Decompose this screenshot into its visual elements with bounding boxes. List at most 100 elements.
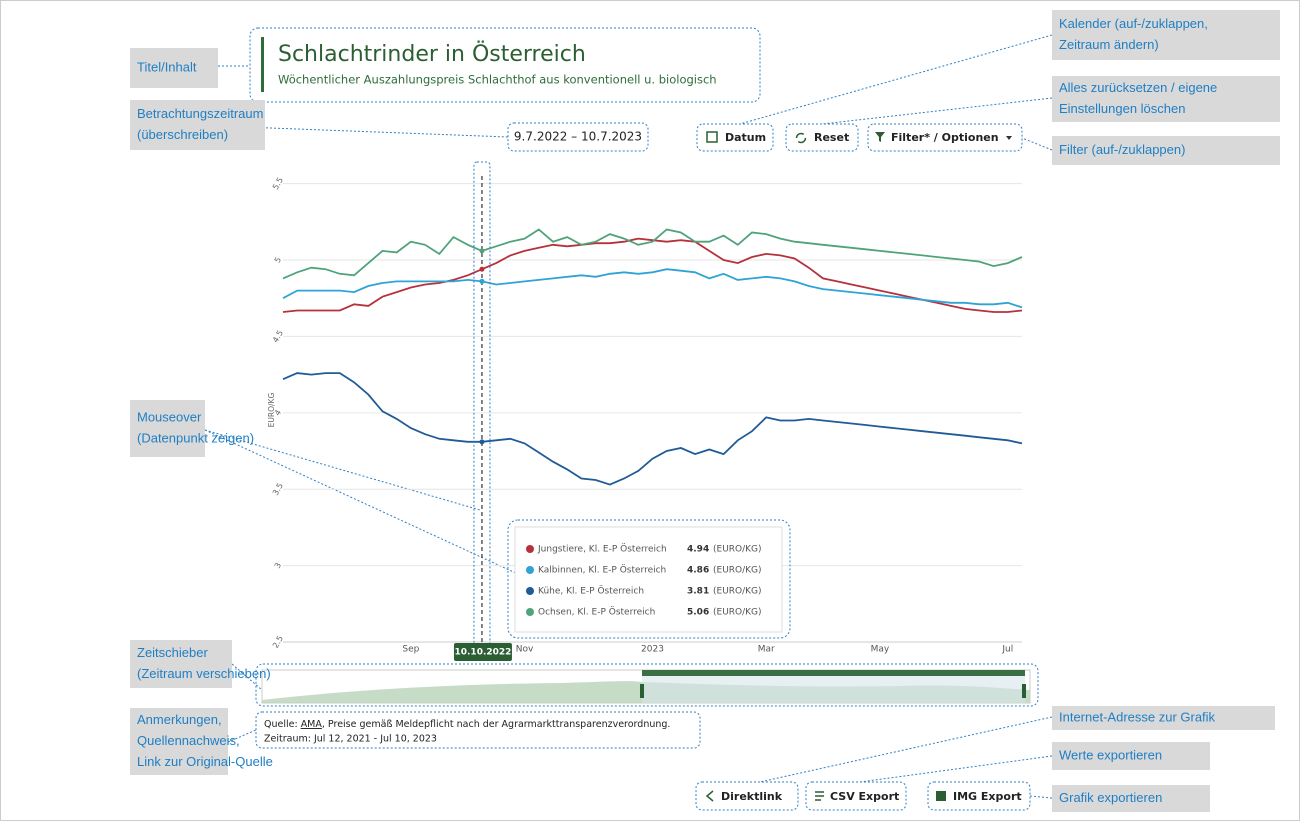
- navigator-handle[interactable]: [640, 684, 644, 698]
- x-tick-label: Jul: [1001, 645, 1013, 655]
- date-range[interactable]: 9.7.2022 – 10.7.2023: [514, 130, 642, 144]
- csv-label[interactable]: CSV Export: [830, 790, 899, 803]
- tooltip-frame: [507, 519, 791, 639]
- annotation-text: Kalender (auf-/zuklappen,: [1059, 16, 1208, 31]
- title-box: [249, 27, 761, 103]
- navigator-box: [255, 663, 1039, 707]
- annotation-box: [1052, 785, 1210, 812]
- annotation-box: [1052, 136, 1280, 165]
- annotation-text: Filter (auf-/zuklappen): [1059, 142, 1185, 157]
- hover-box: [473, 161, 491, 651]
- img-icon: [936, 791, 946, 801]
- source-link[interactable]: AMA: [301, 719, 323, 730]
- x-tick-label: 2023: [641, 645, 664, 655]
- tooltip-series-name: Ochsen, Kl. E-P Österreich: [538, 607, 655, 618]
- annotation-text: Titel/Inhalt: [137, 59, 197, 74]
- tooltip-unit: (EURO/KG): [713, 545, 762, 555]
- y-tick-label: 4: [273, 408, 283, 417]
- annotation-text: Betrachtungszeitraum: [137, 106, 263, 121]
- direktlink-button[interactable]: [695, 781, 799, 811]
- y-tick-label: 5: [273, 256, 283, 265]
- hover-date: 10.10.2022: [454, 648, 511, 658]
- annotation-text: Alles zurücksetzen / eigene: [1059, 80, 1217, 95]
- x-tick-label: Sep: [402, 645, 419, 655]
- navigator-selection[interactable]: [642, 676, 1025, 703]
- annotation-box: [1052, 742, 1210, 770]
- series-line: [282, 228, 1023, 280]
- annotation-box: [130, 100, 265, 150]
- tooltip: [514, 526, 783, 633]
- y-tick-label: 3: [273, 561, 283, 570]
- tooltip-value: 5.06: [687, 608, 709, 618]
- tooltip-swatch: [526, 608, 534, 616]
- source-text: Quelle: AMA, Preise gemäß Meldepflicht n…: [264, 719, 670, 730]
- share-icon: [705, 790, 714, 802]
- csv-icon: [815, 791, 824, 801]
- tooltip-series-name: Kühe, Kl. E-P Österreich: [538, 586, 644, 597]
- title: Schlachtrinder in Österreich: [278, 41, 586, 67]
- tooltip-value: 4.86: [687, 566, 709, 576]
- annotation-text: Anmerkungen,: [137, 712, 222, 727]
- annotation-box: [130, 708, 228, 775]
- reset-label[interactable]: Reset: [814, 131, 849, 144]
- reset-button[interactable]: [785, 123, 859, 152]
- navigator-handle[interactable]: [1022, 684, 1026, 698]
- annotation-text: Werte exportieren: [1059, 747, 1162, 762]
- filter-label[interactable]: Filter* / Optionen: [891, 131, 999, 144]
- series-line: [282, 237, 1023, 313]
- annotation-text: Zeitraum ändern): [1059, 37, 1159, 52]
- annotation-box: [130, 400, 205, 457]
- annotation-text: Grafik exportieren: [1059, 790, 1162, 805]
- tooltip-swatch: [526, 566, 534, 574]
- tooltip-value: 4.94: [687, 545, 709, 555]
- annotation-text: Internet-Adresse zur Grafik: [1059, 709, 1216, 724]
- tooltip-unit: (EURO/KG): [713, 587, 762, 597]
- tooltip-series-name: Kalbinnen, Kl. E-P Österreich: [538, 565, 666, 576]
- source-prefix: Quelle:: [264, 719, 301, 730]
- filter-icon: [875, 132, 885, 142]
- source-box: [255, 711, 701, 749]
- tooltip-unit: (EURO/KG): [713, 566, 762, 576]
- annotation-text: (überschreiben): [137, 127, 228, 142]
- x-tick-label: Mar: [758, 645, 775, 655]
- csv-button[interactable]: [805, 781, 907, 811]
- series-line: [282, 268, 1023, 309]
- datum-label[interactable]: Datum: [725, 131, 766, 144]
- annotation-text: Link zur Original-Quelle: [137, 754, 273, 769]
- reset-icon: [795, 132, 807, 144]
- annotation-text: (Datenpunkt zeigen): [137, 430, 254, 445]
- direktlink-label[interactable]: Direktlink: [721, 790, 783, 803]
- x-tick-label: Nov: [516, 645, 534, 655]
- hover-marker: [479, 439, 485, 445]
- filter-button[interactable]: [867, 123, 1023, 152]
- date-range-box[interactable]: [507, 122, 649, 152]
- hover-marker: [479, 266, 485, 272]
- datum-button[interactable]: [696, 123, 774, 152]
- annotation-box: [1052, 706, 1275, 730]
- tooltip-unit: (EURO/KG): [713, 608, 762, 618]
- title-accent: [261, 37, 264, 92]
- hover-marker: [479, 248, 485, 254]
- tooltip-value: 3.81: [687, 587, 709, 597]
- annotation-box: [1052, 10, 1280, 60]
- annotations: Titel/Inhalt Betrachtungszeitraum (übersch…: [130, 10, 1280, 812]
- annotation-text: Mouseover: [137, 409, 202, 424]
- tooltip-swatch: [526, 545, 534, 553]
- source-period: Zeitraum: Jul 12, 2021 - Jul 10, 2023: [264, 734, 437, 745]
- tooltip-swatch: [526, 587, 534, 595]
- annotation-box: [130, 640, 232, 688]
- x-tick-label: May: [871, 645, 890, 655]
- annotation-text: (Zeitraum verschieben): [137, 666, 271, 681]
- img-button[interactable]: [927, 781, 1031, 811]
- navigator-scrollbar[interactable]: [642, 670, 1025, 676]
- annotation-text: Einstellungen löschen: [1059, 101, 1185, 116]
- y-axis-title: EURO/KG: [267, 393, 276, 428]
- hover-date-bg: [453, 643, 512, 661]
- tooltip-series-name: Jungstiere, Kl. E-P Österreich: [537, 544, 667, 555]
- img-label[interactable]: IMG Export: [953, 790, 1022, 803]
- source-rest: , Preise gemäß Meldepflicht nach der Agr…: [322, 719, 671, 730]
- dropdown-caret: [1006, 136, 1012, 140]
- subtitle: Wöchentlicher Auszahlungspreis Schlachth…: [278, 73, 717, 87]
